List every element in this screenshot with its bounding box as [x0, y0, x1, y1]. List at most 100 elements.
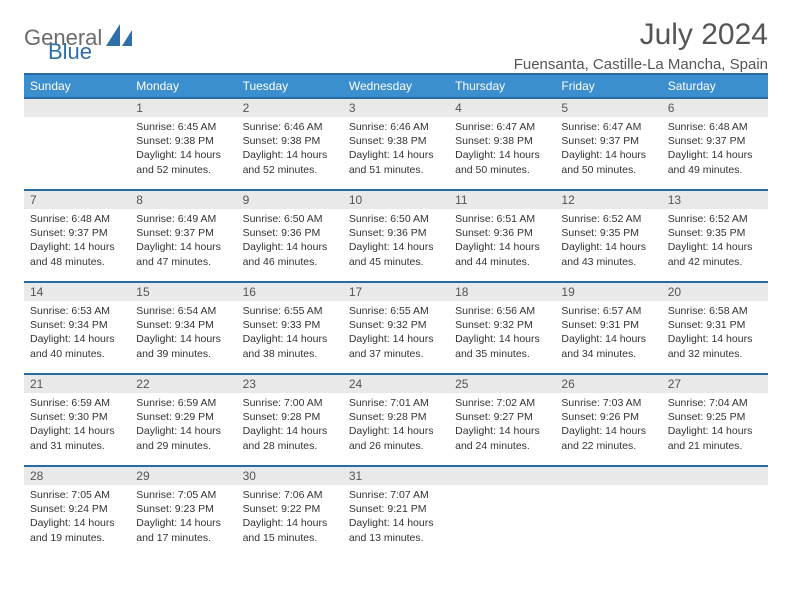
calendar-cell: 22Sunrise: 6:59 AMSunset: 9:29 PMDayligh… [130, 374, 236, 466]
sunrise-text: Sunrise: 7:07 AM [349, 488, 443, 502]
calendar-cell: 14Sunrise: 6:53 AMSunset: 9:34 PMDayligh… [24, 282, 130, 374]
day-header: Tuesday [237, 74, 343, 98]
day-details: Sunrise: 7:01 AMSunset: 9:28 PMDaylight:… [343, 393, 449, 459]
sunset-text: Sunset: 9:37 PM [668, 134, 762, 148]
sunset-text: Sunset: 9:37 PM [561, 134, 655, 148]
day-number: 15 [130, 283, 236, 301]
sunset-text: Sunset: 9:21 PM [349, 502, 443, 516]
day-number: 22 [130, 375, 236, 393]
calendar-cell: 11Sunrise: 6:51 AMSunset: 9:36 PMDayligh… [449, 190, 555, 282]
sunrise-text: Sunrise: 6:49 AM [136, 212, 230, 226]
sunrise-text: Sunrise: 6:52 AM [561, 212, 655, 226]
sunrise-text: Sunrise: 7:03 AM [561, 396, 655, 410]
sunset-text: Sunset: 9:38 PM [455, 134, 549, 148]
sunset-text: Sunset: 9:28 PM [243, 410, 337, 424]
calendar-cell: 2Sunrise: 6:46 AMSunset: 9:38 PMDaylight… [237, 98, 343, 190]
sunset-text: Sunset: 9:25 PM [668, 410, 762, 424]
day-header: Friday [555, 74, 661, 98]
calendar-cell: 6Sunrise: 6:48 AMSunset: 9:37 PMDaylight… [662, 98, 768, 190]
day-number: 30 [237, 467, 343, 485]
day-number: 24 [343, 375, 449, 393]
day-details: Sunrise: 6:48 AMSunset: 9:37 PMDaylight:… [662, 117, 768, 183]
calendar-cell [24, 98, 130, 190]
brand-blue: Blue [48, 39, 92, 64]
daylight-text: Daylight: 14 hours and 43 minutes. [561, 240, 655, 268]
brand-blue-wrap: Blue [24, 39, 768, 65]
day-details: Sunrise: 7:05 AMSunset: 9:24 PMDaylight:… [24, 485, 130, 551]
sunrise-text: Sunrise: 7:05 AM [136, 488, 230, 502]
sunrise-text: Sunrise: 6:55 AM [243, 304, 337, 318]
sunset-text: Sunset: 9:38 PM [136, 134, 230, 148]
calendar-cell: 23Sunrise: 7:00 AMSunset: 9:28 PMDayligh… [237, 374, 343, 466]
sunset-text: Sunset: 9:34 PM [136, 318, 230, 332]
sunset-text: Sunset: 9:37 PM [136, 226, 230, 240]
calendar-week-row: 1Sunrise: 6:45 AMSunset: 9:38 PMDaylight… [24, 98, 768, 190]
daylight-text: Daylight: 14 hours and 26 minutes. [349, 424, 443, 452]
sunset-text: Sunset: 9:34 PM [30, 318, 124, 332]
calendar-cell: 29Sunrise: 7:05 AMSunset: 9:23 PMDayligh… [130, 466, 236, 558]
day-number: 9 [237, 191, 343, 209]
sunrise-text: Sunrise: 6:47 AM [561, 120, 655, 134]
day-number: 28 [24, 467, 130, 485]
day-number: 14 [24, 283, 130, 301]
calendar-cell: 20Sunrise: 6:58 AMSunset: 9:31 PMDayligh… [662, 282, 768, 374]
calendar-cell [449, 466, 555, 558]
day-details: Sunrise: 7:06 AMSunset: 9:22 PMDaylight:… [237, 485, 343, 551]
calendar-cell: 25Sunrise: 7:02 AMSunset: 9:27 PMDayligh… [449, 374, 555, 466]
day-number: 25 [449, 375, 555, 393]
daylight-text: Daylight: 14 hours and 31 minutes. [30, 424, 124, 452]
calendar-week-row: 14Sunrise: 6:53 AMSunset: 9:34 PMDayligh… [24, 282, 768, 374]
sunrise-text: Sunrise: 6:51 AM [455, 212, 549, 226]
daylight-text: Daylight: 14 hours and 17 minutes. [136, 516, 230, 544]
calendar-week-row: 28Sunrise: 7:05 AMSunset: 9:24 PMDayligh… [24, 466, 768, 558]
daylight-text: Daylight: 14 hours and 47 minutes. [136, 240, 230, 268]
daylight-text: Daylight: 14 hours and 15 minutes. [243, 516, 337, 544]
day-details: Sunrise: 6:46 AMSunset: 9:38 PMDaylight:… [343, 117, 449, 183]
sunset-text: Sunset: 9:36 PM [349, 226, 443, 240]
sunrise-text: Sunrise: 6:45 AM [136, 120, 230, 134]
day-details: Sunrise: 7:00 AMSunset: 9:28 PMDaylight:… [237, 393, 343, 459]
calendar-cell: 30Sunrise: 7:06 AMSunset: 9:22 PMDayligh… [237, 466, 343, 558]
day-details: Sunrise: 6:53 AMSunset: 9:34 PMDaylight:… [24, 301, 130, 367]
sunrise-text: Sunrise: 6:57 AM [561, 304, 655, 318]
day-number [662, 467, 768, 485]
day-number: 4 [449, 99, 555, 117]
daylight-text: Daylight: 14 hours and 46 minutes. [243, 240, 337, 268]
sunrise-text: Sunrise: 6:48 AM [30, 212, 124, 226]
day-header-row: Sunday Monday Tuesday Wednesday Thursday… [24, 74, 768, 98]
sunrise-text: Sunrise: 6:58 AM [668, 304, 762, 318]
day-number: 29 [130, 467, 236, 485]
daylight-text: Daylight: 14 hours and 35 minutes. [455, 332, 549, 360]
day-number: 21 [24, 375, 130, 393]
calendar-cell: 12Sunrise: 6:52 AMSunset: 9:35 PMDayligh… [555, 190, 661, 282]
calendar-cell: 9Sunrise: 6:50 AMSunset: 9:36 PMDaylight… [237, 190, 343, 282]
day-number: 10 [343, 191, 449, 209]
daylight-text: Daylight: 14 hours and 13 minutes. [349, 516, 443, 544]
sunrise-text: Sunrise: 6:54 AM [136, 304, 230, 318]
calendar-cell: 13Sunrise: 6:52 AMSunset: 9:35 PMDayligh… [662, 190, 768, 282]
daylight-text: Daylight: 14 hours and 19 minutes. [30, 516, 124, 544]
calendar-head: Sunday Monday Tuesday Wednesday Thursday… [24, 74, 768, 98]
day-details: Sunrise: 6:46 AMSunset: 9:38 PMDaylight:… [237, 117, 343, 183]
day-number: 26 [555, 375, 661, 393]
daylight-text: Daylight: 14 hours and 21 minutes. [668, 424, 762, 452]
day-details: Sunrise: 7:07 AMSunset: 9:21 PMDaylight:… [343, 485, 449, 551]
daylight-text: Daylight: 14 hours and 50 minutes. [561, 148, 655, 176]
day-details: Sunrise: 6:45 AMSunset: 9:38 PMDaylight:… [130, 117, 236, 183]
day-details: Sunrise: 6:55 AMSunset: 9:32 PMDaylight:… [343, 301, 449, 367]
day-number [555, 467, 661, 485]
sunset-text: Sunset: 9:36 PM [455, 226, 549, 240]
day-details: Sunrise: 6:56 AMSunset: 9:32 PMDaylight:… [449, 301, 555, 367]
day-details: Sunrise: 6:47 AMSunset: 9:37 PMDaylight:… [555, 117, 661, 183]
sunset-text: Sunset: 9:26 PM [561, 410, 655, 424]
sunset-text: Sunset: 9:35 PM [561, 226, 655, 240]
sunset-text: Sunset: 9:27 PM [455, 410, 549, 424]
sunset-text: Sunset: 9:31 PM [561, 318, 655, 332]
sunset-text: Sunset: 9:31 PM [668, 318, 762, 332]
calendar-cell: 10Sunrise: 6:50 AMSunset: 9:36 PMDayligh… [343, 190, 449, 282]
day-number [449, 467, 555, 485]
day-header: Thursday [449, 74, 555, 98]
daylight-text: Daylight: 14 hours and 28 minutes. [243, 424, 337, 452]
calendar-cell: 26Sunrise: 7:03 AMSunset: 9:26 PMDayligh… [555, 374, 661, 466]
day-number: 31 [343, 467, 449, 485]
